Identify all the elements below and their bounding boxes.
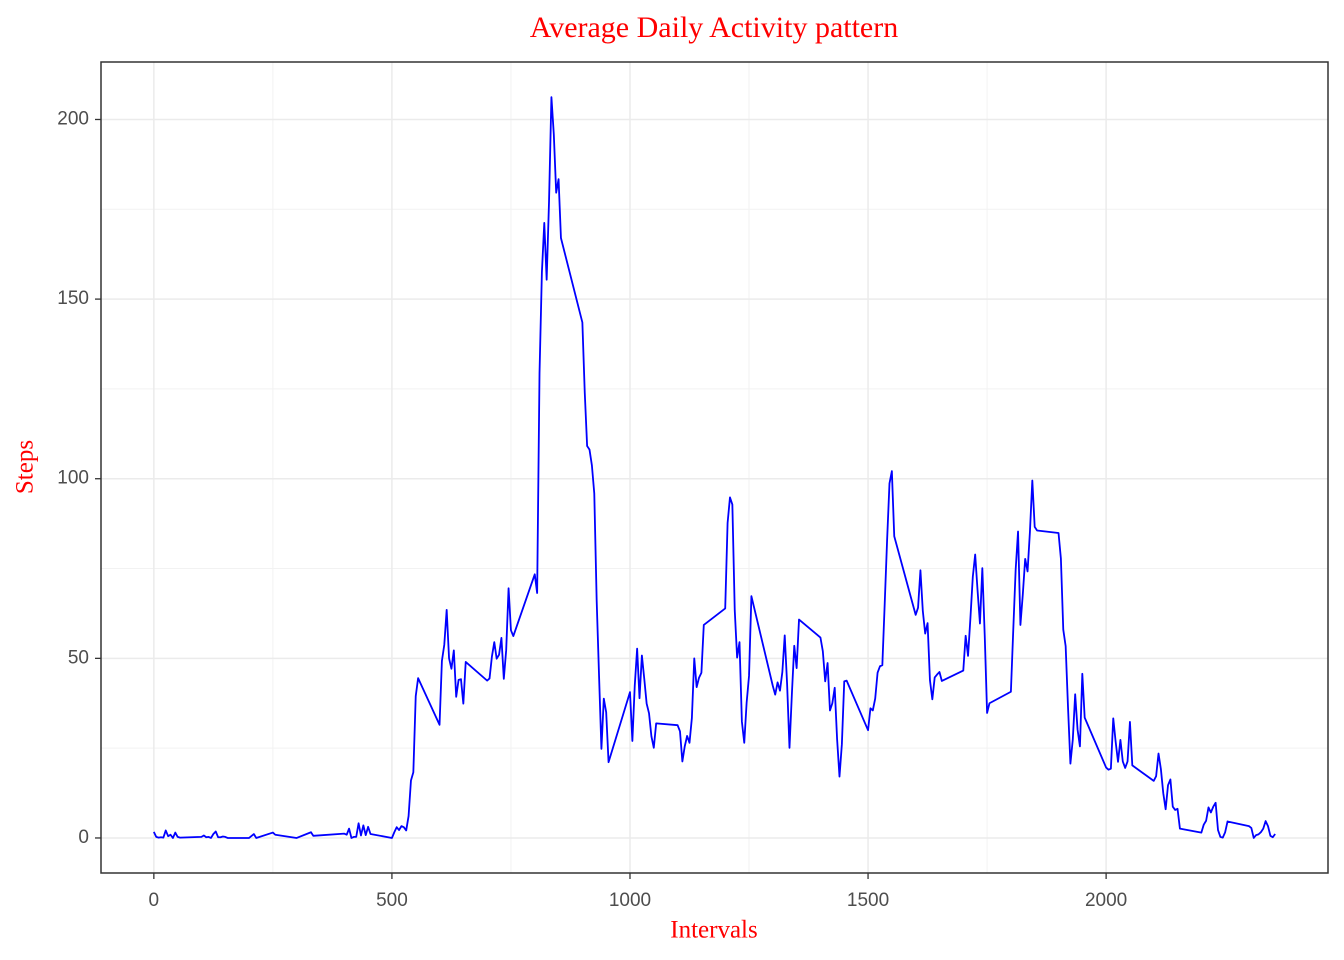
x-tick-label: 2000: [1085, 890, 1127, 911]
y-tick-label: 100: [57, 468, 89, 489]
y-tick-label: 200: [57, 108, 89, 129]
y-axis-label: Steps: [12, 440, 39, 494]
x-tick-label: 1500: [847, 890, 889, 911]
panel-border: [100, 61, 1329, 874]
x-tick-label: 0: [149, 890, 160, 911]
y-tick-label: 150: [57, 288, 89, 309]
x-axis-label: Intervals: [670, 917, 757, 944]
chart-title: Average Daily Activity pattern: [530, 11, 898, 44]
y-tick-label: 0: [78, 827, 89, 848]
x-tick-label: 500: [376, 890, 408, 911]
y-tick-label: 50: [68, 647, 89, 668]
data-line: [153, 96, 1276, 839]
x-tick-label: 1000: [609, 890, 651, 911]
